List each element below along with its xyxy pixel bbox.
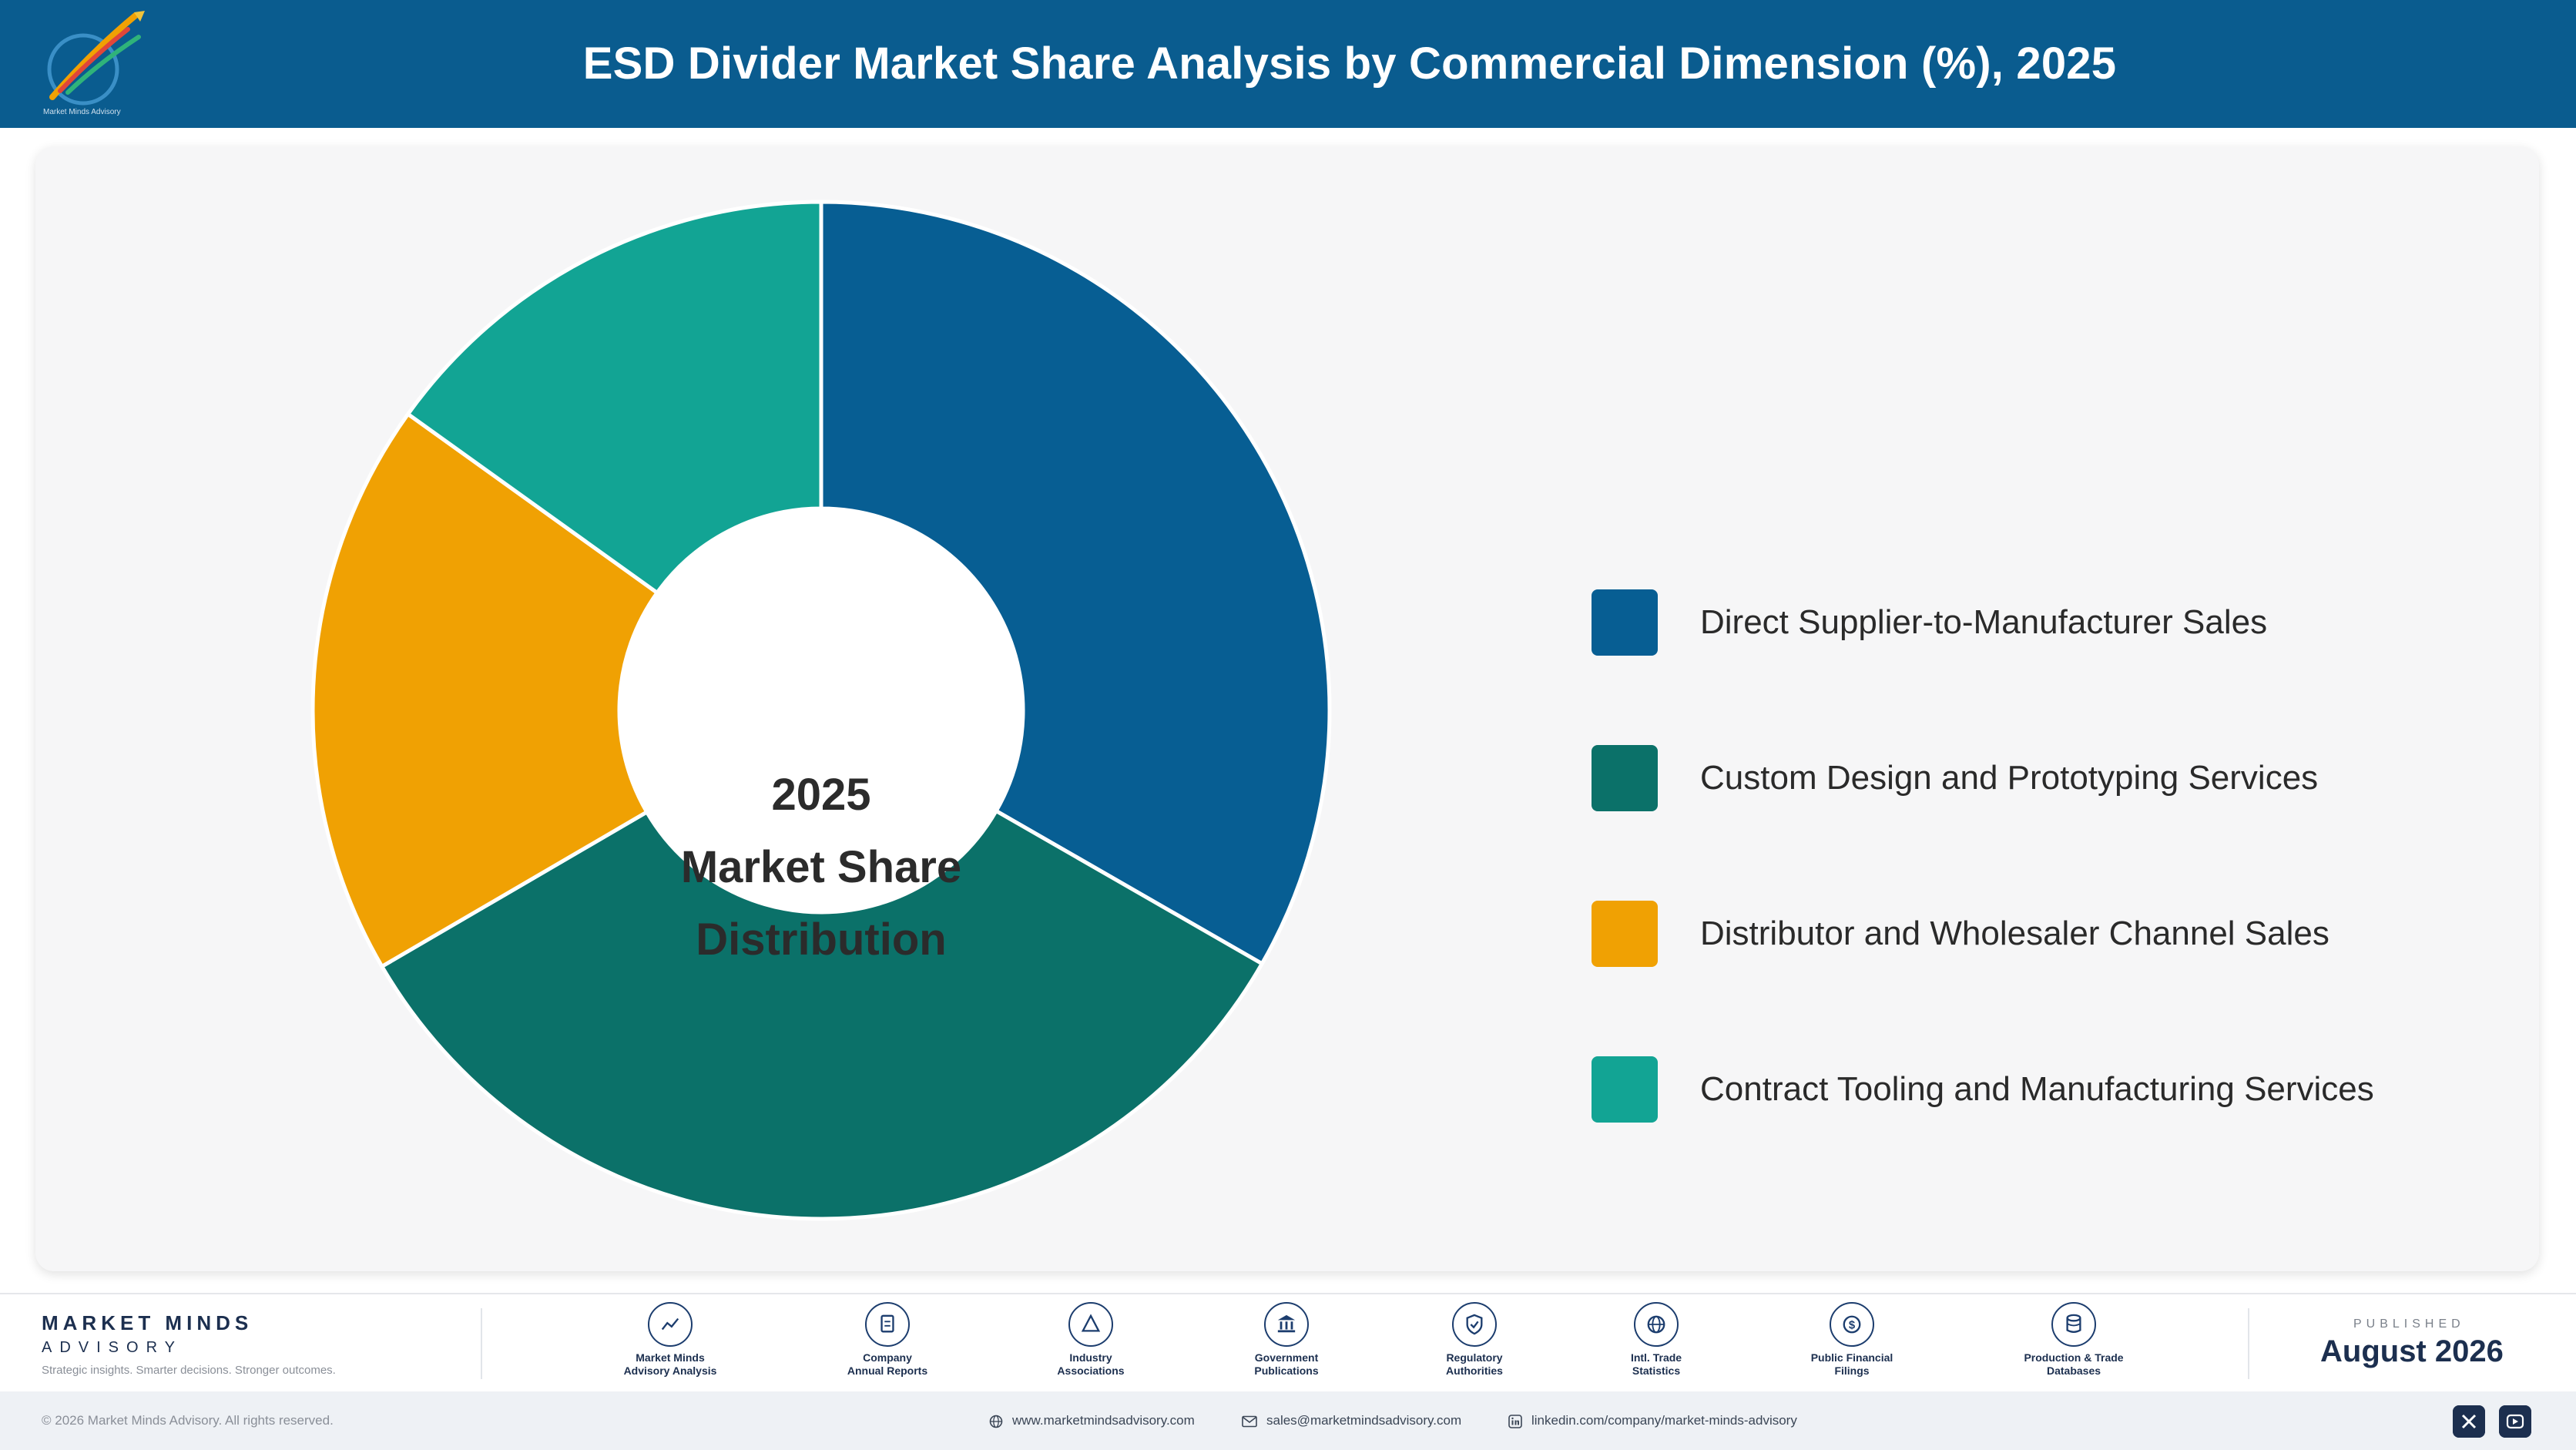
copyright-text: © 2026 Market Minds Advisory. All rights… [42,1413,334,1428]
legend-label: Distributor and Wholesaler Channel Sales [1700,915,2329,952]
legend-label: Contract Tooling and Manufacturing Servi… [1700,1070,2374,1108]
linkedin-icon [1508,1414,1522,1428]
donut-hole [619,509,1023,912]
source-item[interactable]: Company Annual Reports [810,1302,964,1378]
published-label: PUBLISHED [2353,1317,2465,1331]
published-date: August 2026 [2320,1334,2504,1368]
logo-caption: Market Minds Advisory [43,108,121,116]
center-label-line3: Distribution [696,915,947,965]
page-title: ESD Divider Market Share Analysis by Com… [0,0,2576,128]
footer-band: MARKET MINDS ADVISORY Strategic insights… [0,1293,2576,1391]
website-text: www.marketmindsadvisory.com [1012,1413,1195,1428]
brand-name: MARKET MINDS [42,1311,253,1334]
globe-icon [1634,1302,1679,1347]
legend-label: Custom Design and Prototyping Services [1700,759,2319,797]
database-icon [2051,1302,2096,1347]
source-item[interactable]: Government Publications [1209,1302,1363,1378]
government-building-icon [1264,1302,1309,1347]
linkedin-link[interactable]: linkedin.com/company/market-minds-adviso… [1508,1391,1797,1450]
svg-text:$: $ [1849,1320,1856,1332]
source-item[interactable]: $ Public Financial Filings [1775,1302,1929,1378]
source-label: Government Publications [1254,1351,1319,1377]
page-title-text: ESD Divider Market Share Analysis by Com… [582,39,2117,89]
network-icon [1068,1302,1113,1347]
brand-subtitle: ADVISORY [42,1339,183,1356]
source-item[interactable]: Market Minds Advisory Analysis [593,1302,747,1378]
bottom-bar: © 2026 Market Minds Advisory. All rights… [0,1391,2576,1450]
source-item[interactable]: Regulatory Authorities [1397,1302,1551,1378]
legend-swatch [1592,589,1658,656]
legend-swatch [1592,901,1658,967]
brand-tagline: Strategic insights. Smarter decisions. S… [42,1364,336,1377]
mail-icon [1242,1415,1257,1427]
legend-item: Distributor and Wholesaler Channel Sales [1592,901,2439,967]
shield-check-icon [1452,1302,1497,1347]
x-icon[interactable] [2453,1405,2485,1438]
trend-chart-icon [648,1302,693,1347]
sources-row: Market Minds Advisory Analysis Company A… [539,1302,2180,1387]
legend-swatch [1592,1056,1658,1123]
source-label: Industry Associations [1057,1351,1125,1377]
source-label: Market Minds Advisory Analysis [623,1351,717,1377]
document-icon [865,1302,910,1347]
source-item[interactable]: Production & Trade Databases [1997,1302,2151,1378]
legend-item: Custom Design and Prototyping Services [1592,745,2439,811]
dollar-coin-icon: $ [1830,1302,1874,1347]
source-label: Intl. Trade Statistics [1630,1351,1682,1377]
source-label: Regulatory Authorities [1446,1351,1503,1377]
donut-center-label: 2025 Market Share Distribution [652,759,991,976]
footer-divider [2248,1308,2249,1379]
globe-icon [989,1415,1003,1428]
chart-card: 2025 Market Share Distribution Direct Su… [35,146,2539,1271]
donut-chart [310,200,1332,1221]
website-link[interactable]: www.marketmindsadvisory.com [989,1391,1195,1450]
legend-item: Contract Tooling and Manufacturing Servi… [1592,1056,2439,1123]
center-label-year: 2025 [771,770,871,820]
source-label: Production & Trade Databases [2024,1351,2124,1377]
center-label-line2: Market Share [680,842,962,892]
legend-item: Direct Supplier-to-Manufacturer Sales [1592,589,2439,656]
source-label: Public Financial Filings [1810,1351,1893,1377]
email-link[interactable]: sales@marketmindsadvisory.com [1242,1391,1461,1450]
header-bar: Market Minds Advisory ESD Divider Market… [0,0,2576,128]
source-label: Company Annual Reports [847,1351,928,1377]
footer-divider [481,1308,482,1379]
source-item[interactable]: Industry Associations [1014,1302,1168,1378]
linkedin-text: linkedin.com/company/market-minds-adviso… [1531,1413,1797,1428]
youtube-icon[interactable] [2499,1405,2531,1438]
legend-label: Direct Supplier-to-Manufacturer Sales [1700,603,2268,641]
market-minds-logo-icon [47,11,145,106]
email-text: sales@marketmindsadvisory.com [1266,1413,1462,1428]
source-item[interactable]: Intl. Trade Statistics [1579,1302,1733,1378]
legend-swatch [1592,745,1658,811]
